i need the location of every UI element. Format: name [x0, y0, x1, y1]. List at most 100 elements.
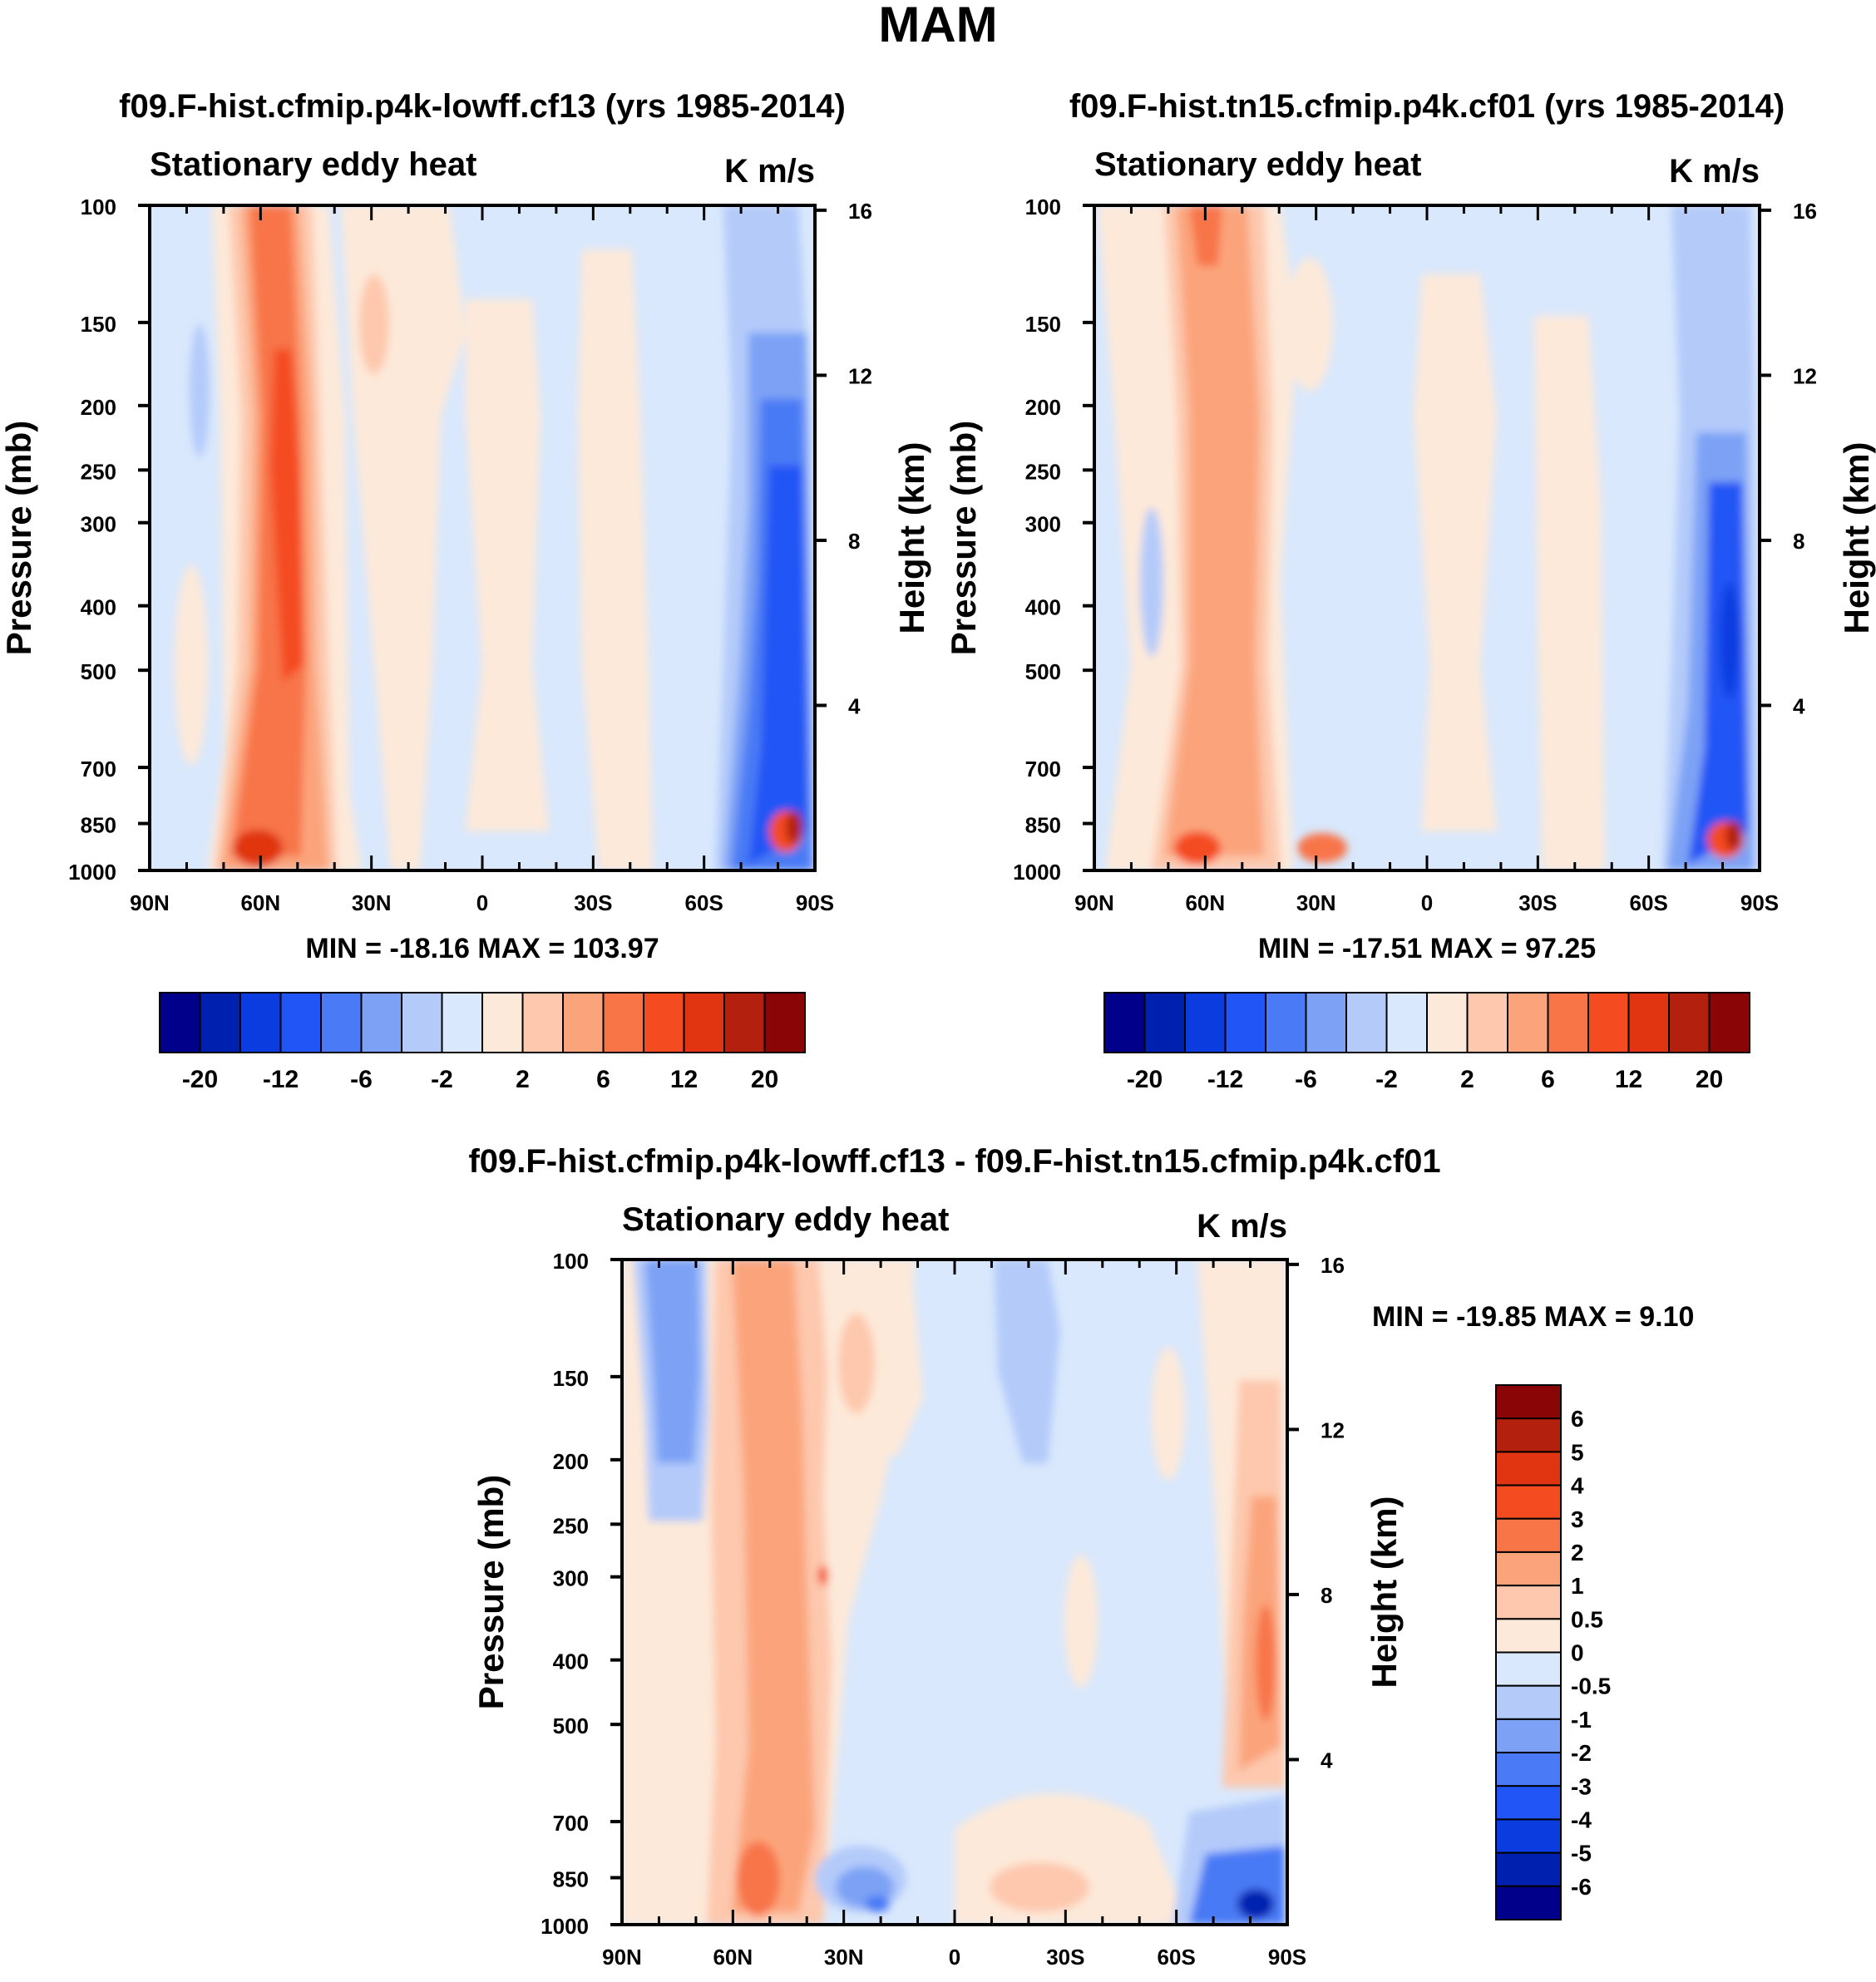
y-tick-label: 100 [81, 195, 116, 219]
x-tick-label: 0 [949, 1945, 960, 1970]
x-tick-label: 60N [1185, 890, 1225, 915]
panel-1-axes: 100 150 200 250 300 400 500 700 850 1000 16 12 8 4 90N… [68, 195, 872, 915]
x-tick-label: 30N [1296, 890, 1336, 915]
y-tick-label: 1000 [68, 860, 116, 885]
colorbar-box [1495, 1417, 1562, 1453]
y-tick-label: 200 [553, 1449, 589, 1474]
colorbar-box [1426, 992, 1469, 1053]
colorbar-box [1507, 992, 1549, 1053]
colorbar-box [1184, 992, 1227, 1053]
colorbar-label: 2 [1571, 1540, 1584, 1565]
colorbar-label: 4 [1571, 1473, 1584, 1499]
colorbar-box [1495, 1651, 1562, 1687]
y-tick-label: 700 [553, 1811, 589, 1836]
colorbar-box [1495, 1785, 1562, 1821]
y-tick-label: 150 [81, 312, 116, 337]
x-tick-label: 90S [1268, 1945, 1306, 1970]
colorbar-label: -20 [182, 1066, 218, 1093]
colorbar-box [643, 992, 685, 1053]
colorbar-label: -12 [1207, 1066, 1243, 1093]
colorbar-label: -5 [1571, 1841, 1592, 1866]
y-tick-label: 500 [553, 1713, 589, 1738]
colorbar-box [1495, 1585, 1562, 1620]
colorbar-box [723, 992, 766, 1053]
colorbar-label: 0 [1571, 1640, 1584, 1666]
y-tick-label: 400 [1025, 595, 1061, 620]
colorbar-label: -2 [431, 1066, 453, 1093]
y-tick-label: 200 [1025, 395, 1061, 420]
x-tick-label: 60S [1158, 1945, 1196, 1970]
x-tick-label: 30S [1046, 1945, 1084, 1970]
panel-3-ylabel-right: Height (km) [1365, 1496, 1404, 1689]
y-tick-label: 500 [81, 659, 116, 684]
x-tick-label: 90N [130, 890, 170, 915]
panel-3-colorbar: 6 5 4 3 2 1 0.5 0 -0.5 -1 -2 -3 -4 -5 -6 [1495, 1384, 1611, 1920]
y-tick-label: 250 [553, 1513, 589, 1538]
colorbar-label: -0.5 [1571, 1674, 1611, 1699]
panel-1-title: f09.F-hist.cfmip.p4k-lowff.cf13 (yrs 198… [119, 88, 846, 125]
x-tick-label: 60N [713, 1945, 753, 1970]
colorbar-box [1385, 992, 1428, 1053]
x-tick-label: 30N [824, 1945, 864, 1970]
panel-3-plot-area [622, 1260, 1287, 1925]
x-tick-label: 90S [796, 890, 834, 915]
colorbar-box [1265, 992, 1307, 1053]
y-right-tick-label: 8 [1321, 1583, 1332, 1608]
y-tick-label: 850 [553, 1867, 589, 1892]
panel-2-min-max: MIN = -17.51 MAX = 97.25 [1258, 933, 1596, 964]
colorbar-box [602, 992, 644, 1053]
y-right-tick-label: 16 [848, 199, 872, 224]
y-tick-label: 150 [1025, 312, 1061, 337]
colorbar-box [1495, 1752, 1562, 1787]
panel-1-left-string: Stationary eddy heat [150, 146, 476, 183]
x-tick-label: 60S [1630, 890, 1668, 915]
panel-2-axes: 100 150 200 250 300 400 500 700 850 1000 16 12 8 4 90N… [1013, 195, 1817, 915]
panel-3-min-max: MIN = -19.85 MAX = 9.10 [1372, 1301, 1694, 1333]
colorbar-label: 3 [1571, 1506, 1584, 1532]
colorbar-box [1668, 992, 1711, 1053]
colorbar-box [1495, 1384, 1562, 1420]
colorbar-box [1495, 1851, 1562, 1887]
y-tick-label: 700 [81, 757, 116, 781]
colorbar-box [239, 992, 282, 1053]
panel-3: f09.F-hist.cfmip.p4k-lowff.cf13 - f09.F-… [468, 1143, 1694, 1970]
y-tick-label: 850 [81, 813, 116, 838]
y-right-tick-label: 8 [1793, 529, 1804, 554]
colorbar-box [441, 992, 483, 1053]
colorbar-label: 12 [1615, 1066, 1642, 1093]
colorbar-box [1345, 992, 1388, 1053]
colorbar-label: 5 [1571, 1439, 1584, 1465]
panel-2-plot-area [1094, 205, 1760, 870]
colorbar-label: 6 [1541, 1066, 1555, 1093]
panel-1-units: K m/s [724, 153, 815, 190]
colorbar-label: -12 [263, 1066, 299, 1093]
panel-2: f09.F-hist.tn15.cfmip.p4k.cf01 (yrs 1985… [944, 88, 1876, 1093]
colorbar-label: 20 [751, 1066, 778, 1093]
y-tick-label: 150 [553, 1366, 589, 1391]
colorbar-box [1466, 992, 1508, 1053]
colorbar-label: 12 [670, 1066, 698, 1093]
colorbar-box [1495, 1818, 1562, 1854]
y-tick-label: 400 [553, 1649, 589, 1674]
x-tick-label: 60N [240, 890, 280, 915]
panel-2-ylabel-right: Height (km) [1837, 442, 1876, 634]
x-tick-label: 30S [574, 890, 612, 915]
colorbar-label: -2 [1375, 1066, 1398, 1093]
y-tick-label: 700 [1025, 757, 1061, 781]
panel-1: f09.F-hist.cfmip.p4k-lowff.cf13 (yrs 198… [0, 88, 931, 1093]
x-tick-label: 0 [1421, 890, 1433, 915]
x-tick-label: 0 [476, 890, 488, 915]
panel-2-units: K m/s [1669, 153, 1760, 190]
colorbar-box [1587, 992, 1630, 1053]
y-tick-label: 1000 [541, 1914, 589, 1939]
x-tick-label: 90N [602, 1945, 642, 1970]
panel-3-axes: 100 150 200 250 300 400 500 700 850 1000 16 12 8 4 90N… [541, 1249, 1345, 1970]
colorbar-label: -6 [1295, 1066, 1317, 1093]
colorbar-box [1495, 1484, 1562, 1520]
y-tick-label: 200 [81, 395, 116, 420]
colorbar-label: 2 [516, 1066, 530, 1093]
y-tick-label: 300 [553, 1566, 589, 1591]
colorbar-label: -20 [1127, 1066, 1163, 1093]
colorbar-box [1495, 1551, 1562, 1587]
